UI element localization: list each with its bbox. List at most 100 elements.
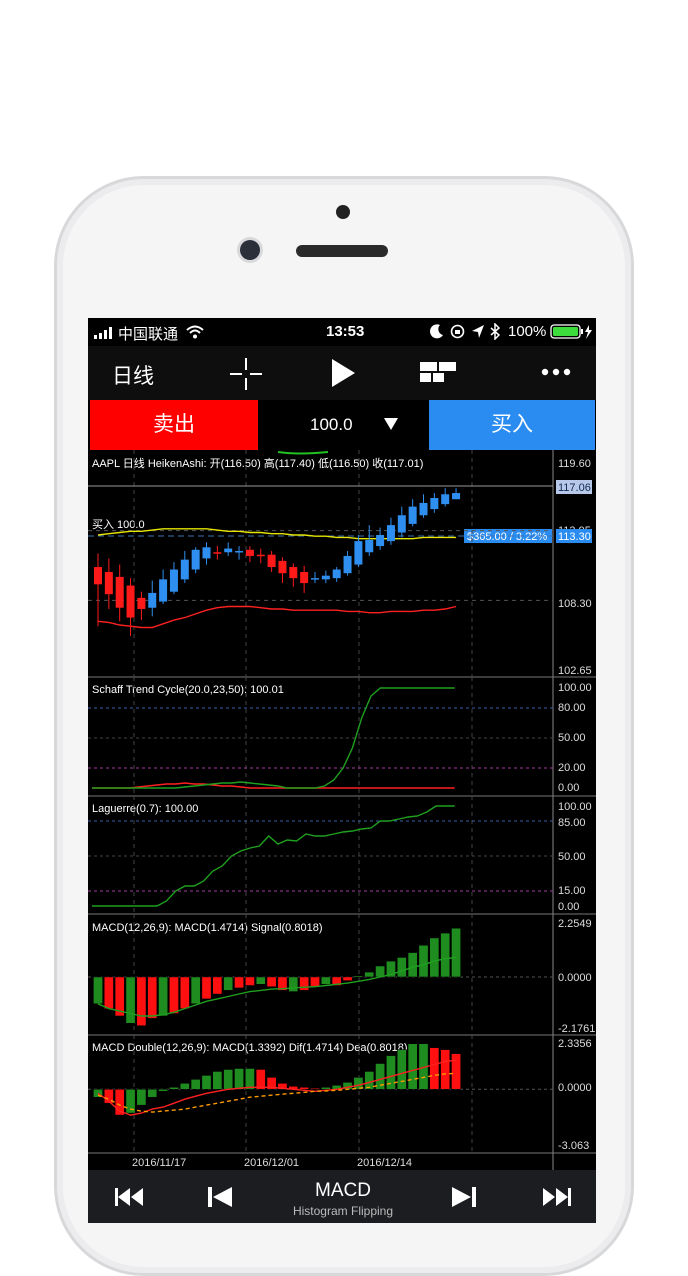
- macd-double-bar: [266, 1077, 277, 1090]
- stc-tick: 80.00: [558, 702, 586, 714]
- macd-double-bar: [136, 1089, 147, 1106]
- macd-bar: [201, 976, 212, 1000]
- candle-body: [354, 541, 363, 565]
- laguerre-panel-title: Laguerre(0.7): 100.00: [92, 803, 198, 815]
- bluetooth-icon: [490, 323, 500, 340]
- macd-double-bar: [114, 1089, 125, 1116]
- indicator-name[interactable]: MACD: [315, 1180, 371, 1201]
- macd-double-bar: [451, 1053, 461, 1090]
- candle-body: [430, 497, 439, 510]
- play-icon[interactable]: [328, 356, 358, 390]
- more-icon[interactable]: [540, 366, 572, 378]
- layout-icon[interactable]: [418, 358, 458, 388]
- candle-body: [408, 506, 417, 524]
- dif-line: [97, 1059, 457, 1116]
- macd-bar: [396, 957, 407, 978]
- macd-double-bar: [169, 1087, 179, 1090]
- app-screen: 中国联通 13:53 100% 日线: [88, 318, 596, 1223]
- quantity-value: 100.0: [310, 415, 353, 434]
- macd-bar: [451, 927, 461, 978]
- macd-bar: [136, 976, 147, 1026]
- pnl-label: $365.00 / 3.22%: [467, 531, 547, 543]
- macd-bar: [223, 976, 234, 991]
- macd-bar: [93, 976, 103, 1005]
- buy-button[interactable]: 买入: [429, 400, 595, 450]
- macd-double-bar: [104, 1089, 114, 1104]
- chart-canvas[interactable]: AAPL 日线 HeikenAshi: 开(116.50) 高(117.40) …: [88, 450, 596, 1170]
- laguerre-tick: 85.00: [558, 817, 586, 829]
- clock: 13:53: [326, 323, 365, 340]
- macd-double-bar: [310, 1088, 320, 1090]
- chart-area[interactable]: AAPL 日线 HeikenAshi: 开(116.50) 高(117.40) …: [88, 450, 596, 1170]
- macd-bar: [364, 971, 375, 978]
- order-price-badge: [556, 529, 592, 543]
- price-tick: 108.30: [558, 598, 592, 610]
- macd-panel-title: MACD(12,26,9): MACD(1.4714) Signal(0.801…: [92, 922, 323, 934]
- carrier-label: 中国联通: [118, 326, 179, 343]
- macd-bar: [299, 976, 310, 991]
- skip-last-icon[interactable]: [540, 1186, 572, 1208]
- stc-tick: 0.00: [558, 782, 579, 794]
- order-price-label: 113.30: [558, 531, 591, 543]
- sell-button[interactable]: 卖出: [90, 400, 258, 450]
- macd-double-bar: [321, 1087, 331, 1090]
- price-tick: 102.65: [558, 665, 592, 677]
- macd-double-bar: [299, 1087, 310, 1090]
- candle-body: [311, 578, 319, 580]
- macd-double-bar: [201, 1075, 212, 1090]
- stc-tick: 50.00: [558, 732, 586, 744]
- candle-body: [224, 548, 233, 553]
- macd-double-bar: [245, 1068, 255, 1090]
- skip-first-icon[interactable]: [114, 1186, 146, 1208]
- stc-tick: 100.00: [558, 682, 592, 694]
- macd-double-bar: [147, 1089, 158, 1098]
- macd-bar: [386, 960, 396, 978]
- candle-body: [202, 547, 211, 559]
- macd-bar: [169, 976, 179, 1014]
- next-icon[interactable]: [450, 1185, 478, 1209]
- laguerre-line: [92, 805, 455, 907]
- rotation-lock-icon: [450, 324, 465, 339]
- macd-bar: [288, 976, 299, 992]
- laguerre-tick: 50.00: [558, 851, 586, 863]
- macd-double-bar: [125, 1089, 136, 1114]
- previous-icon[interactable]: [206, 1185, 234, 1209]
- battery-icon: [550, 324, 592, 339]
- dea-line: [97, 1072, 457, 1113]
- battery-percent: 100%: [508, 323, 547, 340]
- moon-icon: [430, 324, 443, 339]
- chart-toolbar: 日线: [88, 346, 596, 400]
- candle-body: [397, 515, 406, 533]
- ma-yellow-line: [97, 528, 457, 540]
- candle-body: [386, 525, 395, 542]
- stc-panel-title: Schaff Trend Cycle(20.0,23,50): 100.01: [92, 684, 284, 696]
- candle-body: [300, 571, 309, 584]
- quantity-selector[interactable]: 100.0: [258, 400, 429, 450]
- macd-bar: [114, 976, 125, 1017]
- macd-double-bar: [255, 1069, 266, 1090]
- macd-double-bar: [212, 1071, 223, 1090]
- phone-sensor: [336, 205, 350, 219]
- macd-double-bar: [429, 1047, 440, 1090]
- macd-bar: [440, 932, 451, 978]
- macd-double-bar: [396, 1049, 407, 1090]
- earpiece-speaker: [296, 245, 388, 257]
- period-selector[interactable]: 日线: [112, 365, 154, 388]
- date-label: 2016/12/14: [357, 1157, 412, 1169]
- candle-body: [148, 592, 157, 608]
- macd-bar: [321, 976, 331, 985]
- macd-bar: [104, 976, 114, 1009]
- laguerre-tick: 100.00: [558, 801, 592, 813]
- macd-double-bar: [440, 1049, 451, 1090]
- candle-body: [289, 567, 298, 579]
- crosshair-icon[interactable]: [228, 356, 264, 392]
- macd-bar: [353, 975, 364, 978]
- macd-double-panel-title: MACD Double(12,26,9): MACD(1.3392) Dif(1…: [92, 1042, 407, 1054]
- macd-bar: [179, 976, 190, 1009]
- macd-bar: [375, 965, 385, 978]
- macd-double-bar: [375, 1063, 385, 1090]
- candle-body: [419, 502, 428, 516]
- candle-body: [256, 554, 265, 557]
- candle-body: [104, 571, 113, 595]
- candle-body: [452, 493, 461, 500]
